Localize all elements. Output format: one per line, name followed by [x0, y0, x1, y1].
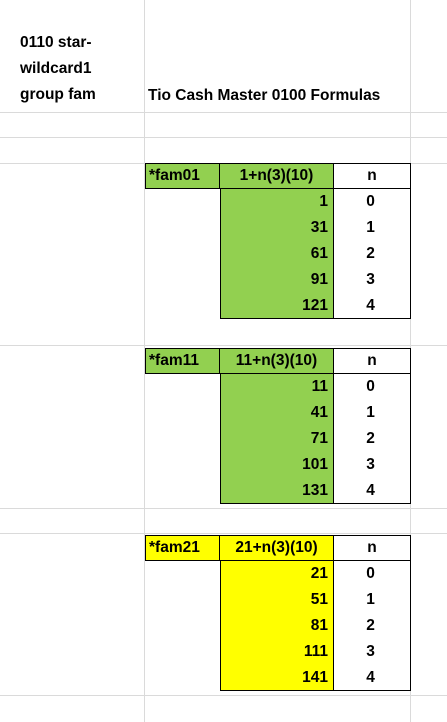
value-cell[interactable]: 51: [310, 591, 328, 608]
n-header-cell[interactable]: n: [334, 163, 411, 189]
value-column: [220, 374, 334, 504]
n-cell[interactable]: 3: [366, 643, 375, 660]
value-cell[interactable]: 131: [302, 482, 328, 499]
n-column: [334, 561, 411, 691]
value-cell[interactable]: 81: [310, 617, 328, 634]
sheet-label-line: 0110 star-: [20, 34, 92, 51]
n-header-cell[interactable]: n: [334, 348, 411, 374]
value-cell[interactable]: 91: [310, 271, 328, 288]
n-header-cell[interactable]: n: [334, 535, 411, 561]
formula-cell[interactable]: 1+n(3)(10): [220, 163, 334, 189]
row-line: [0, 137, 447, 138]
row-line: [0, 533, 447, 534]
sheet-label-line: wildcard1: [20, 60, 92, 77]
formula-cell[interactable]: 21+n(3)(10): [220, 535, 334, 561]
n-cell[interactable]: 1: [366, 591, 375, 608]
row-line: [0, 112, 447, 113]
n-cell[interactable]: 4: [366, 482, 375, 499]
value-cell[interactable]: 61: [310, 245, 328, 262]
column-line: [144, 0, 145, 722]
n-cell[interactable]: 4: [366, 297, 375, 314]
value-column: [220, 189, 334, 319]
n-cell[interactable]: 2: [366, 430, 375, 447]
sheet-label-line: group fam: [20, 86, 96, 103]
value-cell[interactable]: 41: [310, 404, 328, 421]
family-name-cell[interactable]: *fam01: [145, 163, 220, 189]
value-cell[interactable]: 141: [302, 669, 328, 686]
value-cell[interactable]: 11: [311, 378, 328, 395]
value-cell[interactable]: 1: [319, 193, 328, 210]
n-column: [334, 374, 411, 504]
value-cell[interactable]: 111: [303, 643, 328, 660]
value-cell[interactable]: 21: [310, 565, 328, 582]
n-cell[interactable]: 2: [366, 617, 375, 634]
row-line: [0, 345, 447, 346]
family-name-cell[interactable]: *fam21: [145, 535, 220, 561]
n-cell[interactable]: 2: [366, 245, 375, 262]
n-cell[interactable]: 0: [366, 378, 375, 395]
n-cell[interactable]: 0: [366, 565, 375, 582]
value-cell[interactable]: 121: [302, 297, 328, 314]
value-column: [220, 561, 334, 691]
formula-cell[interactable]: 11+n(3)(10): [220, 348, 334, 374]
n-cell[interactable]: 1: [366, 404, 375, 421]
n-column: [334, 189, 411, 319]
row-line: [0, 695, 447, 696]
n-cell[interactable]: 3: [366, 456, 375, 473]
sheet-title[interactable]: Tio Cash Master 0100 Formulas: [148, 87, 381, 104]
n-cell[interactable]: 0: [366, 193, 375, 210]
value-cell[interactable]: 101: [302, 456, 328, 473]
value-cell[interactable]: 71: [310, 430, 328, 447]
row-line: [0, 508, 447, 509]
n-cell[interactable]: 1: [366, 219, 375, 236]
family-name-cell[interactable]: *fam11: [145, 348, 220, 374]
n-cell[interactable]: 4: [366, 669, 375, 686]
n-cell[interactable]: 3: [366, 271, 375, 288]
sheet-label[interactable]: 0110 star- wildcard1 group fam: [20, 30, 138, 108]
value-cell[interactable]: 31: [310, 219, 328, 236]
